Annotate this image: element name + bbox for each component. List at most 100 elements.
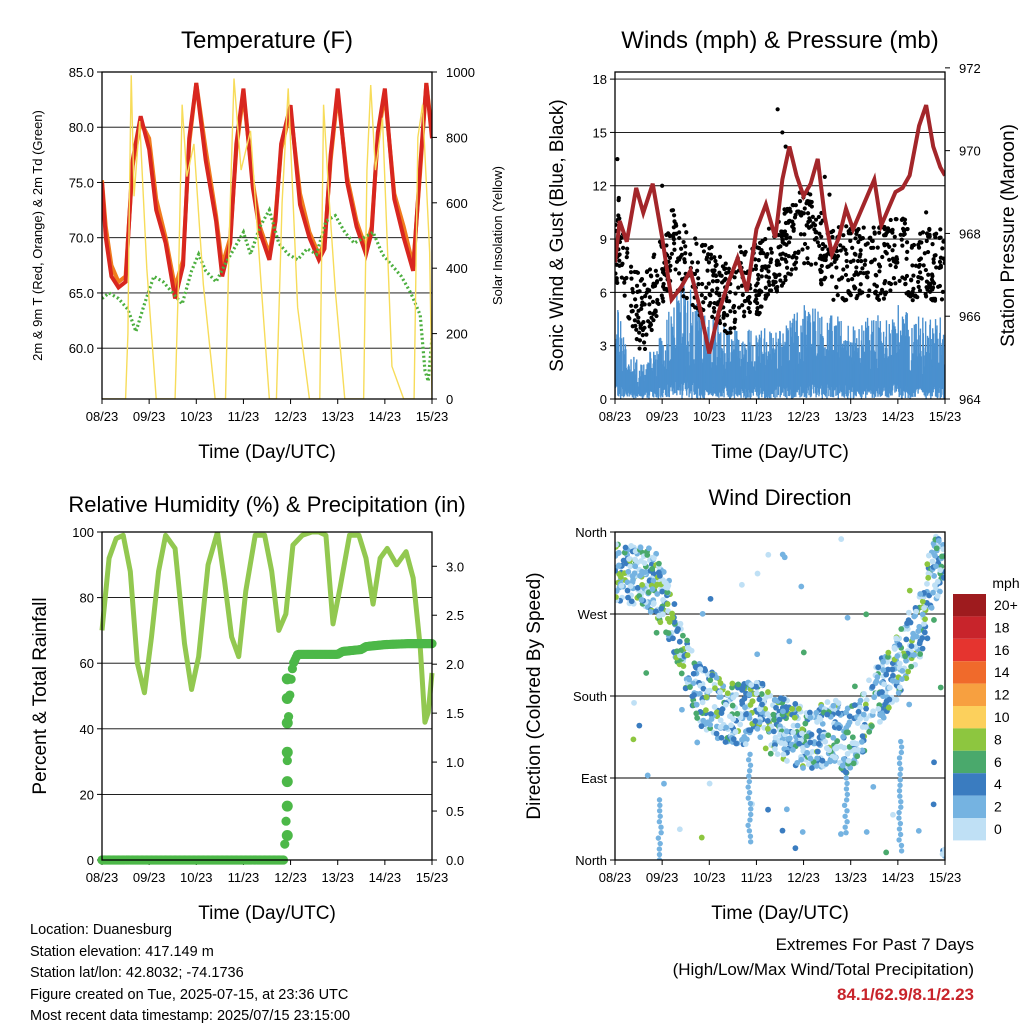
gust-point [938, 235, 943, 240]
gust-point [688, 252, 693, 257]
direction-point [615, 562, 622, 569]
gust-point [634, 327, 639, 332]
x-tick-label: 13/23 [834, 409, 867, 424]
gust-point [654, 313, 659, 319]
gust-point [816, 214, 821, 220]
direction-point [677, 620, 684, 627]
direction-point [763, 694, 770, 700]
gust-point [670, 208, 676, 213]
direction-point [618, 582, 625, 589]
gust-point [703, 295, 708, 301]
gust-point [616, 198, 621, 203]
y-right-axis-label: Station Pressure (Maroon) [998, 124, 1019, 347]
series-group [102, 75, 432, 399]
x-axis-label: Time (Day/UTC) [198, 903, 336, 924]
direction-point [726, 713, 733, 720]
series-group [615, 533, 945, 860]
direction-point [924, 561, 931, 568]
direction-point [825, 732, 832, 739]
gust-point [667, 255, 673, 260]
direction-point [855, 708, 862, 715]
direction-point [654, 591, 661, 597]
direction-point [798, 756, 805, 763]
direction-point [644, 772, 651, 779]
gust-point [676, 271, 682, 276]
gust-point [701, 249, 707, 254]
gust-point [880, 254, 885, 260]
gust-point [722, 322, 727, 327]
gust-point [764, 294, 769, 299]
rainfall-point [281, 800, 293, 812]
gust-point [759, 268, 764, 273]
x-tick-label: 11/23 [741, 409, 773, 424]
gust-point [694, 241, 699, 246]
gust-point [940, 246, 945, 251]
gust-point [681, 294, 686, 299]
x-tick-label: 13/23 [834, 870, 867, 885]
direction-point [692, 664, 699, 670]
gust-point [677, 257, 682, 262]
y-tick-label: 80 [80, 591, 94, 606]
chart-title: Winds (mph) & Pressure (mb) [621, 27, 938, 54]
direction-point [746, 778, 753, 785]
gust-point [779, 256, 784, 261]
direction-point [689, 693, 696, 700]
direction-point [615, 567, 618, 574]
direction-point [765, 689, 771, 695]
direction-point [830, 734, 837, 741]
direction-point [762, 745, 769, 752]
y-right-tick-label: 600 [446, 196, 468, 211]
gust-point [782, 229, 788, 234]
y-tick-label: West [578, 607, 608, 622]
direction-point [851, 702, 858, 709]
gust-point [802, 261, 807, 266]
legend-label: 4 [994, 776, 1002, 792]
gust-point [857, 234, 862, 239]
gust-point [900, 275, 905, 280]
direction-point [799, 829, 806, 835]
direction-point [666, 619, 673, 625]
gust-point [714, 291, 719, 296]
gust-point [759, 274, 764, 279]
direction-point [844, 791, 851, 798]
gust-point [741, 314, 747, 319]
direction-point [899, 667, 906, 674]
direction-point [625, 568, 632, 575]
direction-point [813, 709, 820, 716]
gust-point [742, 309, 747, 314]
direction-point [783, 728, 790, 735]
direction-point [745, 784, 751, 790]
direction-point [684, 652, 691, 659]
x-tick-label: 13/23 [321, 409, 354, 424]
gust-point [736, 305, 742, 310]
gust-point [725, 313, 730, 318]
direction-point [816, 727, 823, 734]
direction-point [931, 617, 937, 623]
gust-point [902, 228, 907, 233]
y-right-tick-label: 2.5 [446, 608, 464, 623]
gust-point [872, 230, 877, 235]
x-tick-label: 12/23 [787, 870, 820, 885]
x-tick-label: 11/23 [228, 409, 260, 424]
gust-point [721, 313, 726, 318]
direction-point [866, 728, 873, 735]
direction-point [877, 718, 883, 725]
gust-point [706, 260, 712, 265]
gust-point [754, 309, 760, 314]
direction-point [650, 600, 657, 606]
gust-point [677, 230, 682, 235]
gust-point [918, 256, 924, 261]
gust-point [759, 304, 764, 309]
direction-point [897, 782, 903, 788]
direction-point [822, 738, 829, 745]
gust-point [728, 309, 733, 314]
x-tick-label: 09/23 [133, 409, 166, 424]
legend-label: 0 [994, 821, 1002, 837]
y-right-tick-label: 3.0 [446, 559, 464, 574]
gust-point [639, 295, 644, 300]
direction-point [937, 684, 944, 691]
gust-point [922, 251, 927, 256]
direction-point [649, 565, 656, 572]
x-tick-label: 09/23 [133, 870, 166, 885]
direction-point [653, 608, 659, 615]
